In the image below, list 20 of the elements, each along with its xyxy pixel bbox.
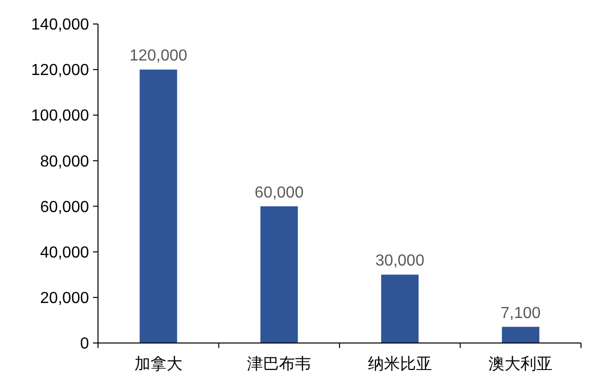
y-tick-label: 20,000 [40, 290, 90, 308]
data-label: 60,000 [254, 184, 304, 202]
bar [260, 206, 298, 343]
y-tick-label: 0 [80, 336, 90, 353]
y-tick-label: 80,000 [40, 153, 90, 170]
data-label: 30,000 [375, 252, 424, 270]
y-tick-label: 40,000 [40, 244, 90, 262]
y-tick-label: 140,000 [31, 16, 90, 34]
bar [140, 70, 178, 343]
bar [381, 274, 419, 343]
y-tick-label: 120,000 [31, 62, 90, 80]
data-label: 120,000 [129, 48, 188, 65]
y-tick-label: 100,000 [31, 108, 90, 125]
x-tick-label: 纳米比亚 [368, 355, 432, 373]
y-tick-label: 60,000 [40, 198, 90, 216]
x-tick-label: 津巴布韦 [247, 355, 312, 373]
x-tick-label: 澳大利亚 [488, 355, 553, 373]
x-tick-label: 加拿大 [134, 355, 182, 373]
bar [502, 326, 540, 343]
data-label: 7,100 [500, 304, 541, 322]
